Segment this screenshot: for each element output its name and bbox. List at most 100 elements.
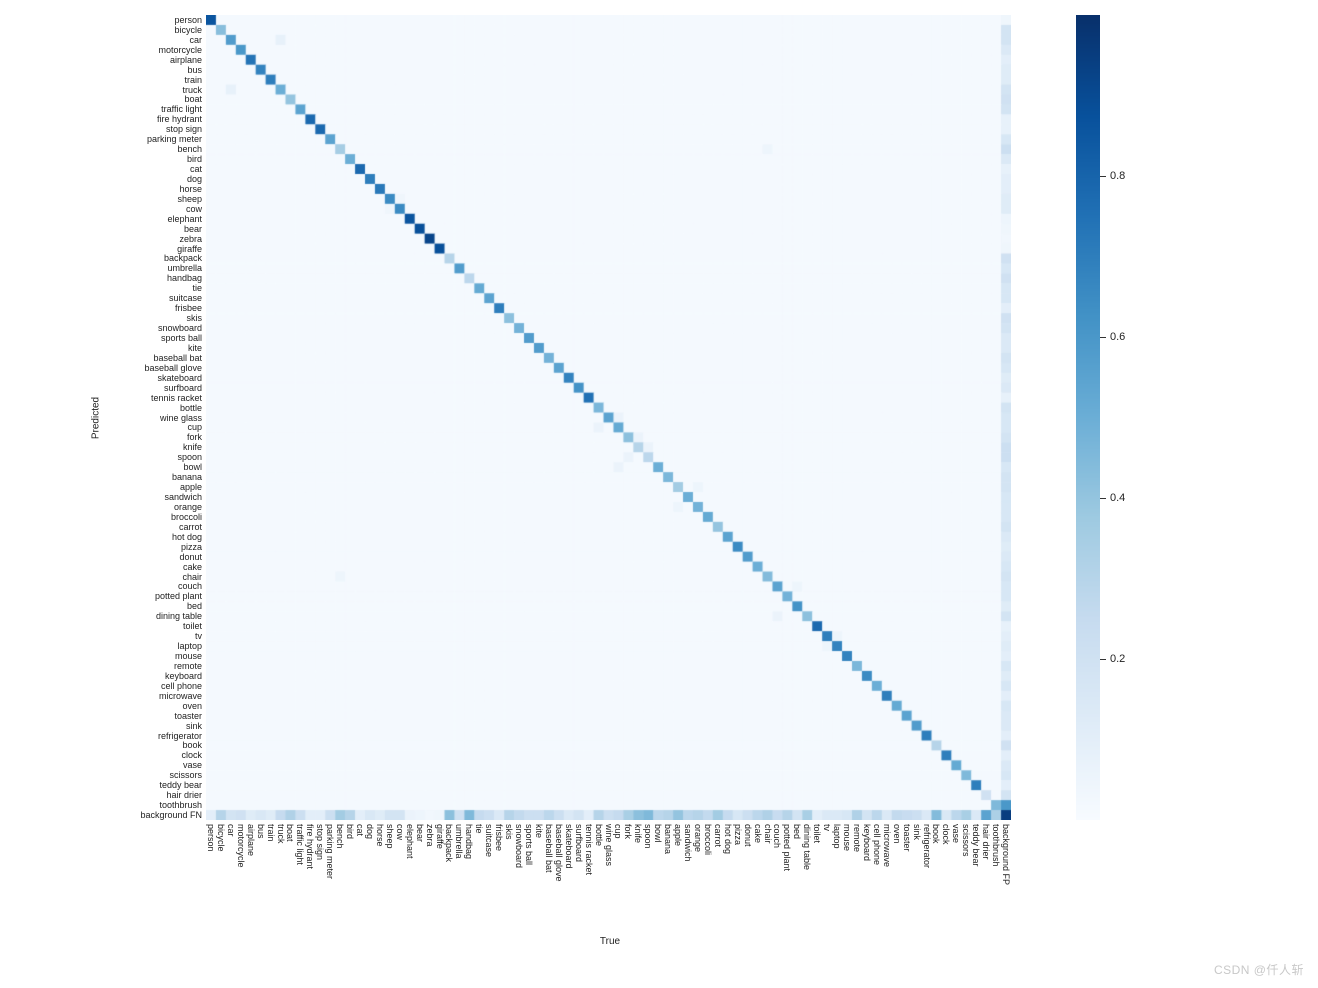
- x-tick-label: zebra: [425, 824, 435, 847]
- x-tick-label: toothbrush: [991, 824, 1001, 867]
- colorbar-tick: 0.4: [1100, 492, 1125, 504]
- x-tick-label: bench: [335, 824, 345, 849]
- y-tick-label: sheep: [177, 194, 202, 204]
- x-tick-label: broccoli: [703, 824, 713, 855]
- y-tick-label: car: [189, 35, 202, 45]
- x-tick-label: stop sign: [315, 824, 325, 860]
- y-tick-label: chair: [182, 572, 202, 582]
- x-tick-label: bus: [256, 824, 266, 839]
- x-tick-label: donut: [743, 824, 753, 847]
- x-tick-label: sports ball: [524, 824, 534, 865]
- colorbar: 0.20.40.60.8: [1076, 15, 1100, 820]
- x-tick-label: background FP: [1001, 824, 1011, 885]
- x-tick-label: cup: [613, 824, 623, 839]
- x-tick-label: fork: [623, 824, 633, 839]
- y-tick-label: boat: [184, 94, 202, 104]
- y-tick-label: donut: [179, 552, 202, 562]
- colorbar-gradient: [1076, 15, 1100, 820]
- y-tick-label: bear: [184, 224, 202, 234]
- x-tick-label: cat: [355, 824, 365, 836]
- y-tick-label: airplane: [170, 55, 202, 65]
- x-tick-label: hair drier: [981, 824, 991, 860]
- x-tick-label: suitcase: [484, 824, 494, 857]
- y-tick-label: bottle: [180, 403, 202, 413]
- y-tick-label: bird: [187, 154, 202, 164]
- y-tick-label: remote: [174, 661, 202, 671]
- x-tick-label: toilet: [812, 824, 822, 843]
- y-tick-label: truck: [182, 85, 202, 95]
- y-tick-label: person: [174, 15, 202, 25]
- x-tick-label: horse: [375, 824, 385, 847]
- x-tick-label: scissors: [961, 824, 971, 857]
- y-tick-label: pizza: [181, 542, 202, 552]
- x-tick-label: wine glass: [604, 824, 614, 866]
- y-tick-label: motorcycle: [158, 45, 202, 55]
- colorbar-tick: 0.6: [1100, 331, 1125, 343]
- x-tick-label: oven: [892, 824, 902, 844]
- y-tick-label: horse: [179, 184, 202, 194]
- x-tick-label: umbrella: [454, 824, 464, 859]
- x-tick-label: tv: [822, 824, 832, 831]
- y-tick-label: giraffe: [177, 244, 202, 254]
- x-tick-label: elephant: [405, 824, 415, 859]
- x-tick-label: hot dog: [723, 824, 733, 854]
- y-tick-label: frisbee: [175, 303, 202, 313]
- x-tick-label: bicycle: [216, 824, 226, 852]
- x-tick-label: banana: [663, 824, 673, 854]
- y-tick-label: baseball glove: [144, 363, 202, 373]
- x-tick-label: skateboard: [564, 824, 574, 869]
- x-tick-label: apple: [673, 824, 683, 846]
- y-tick-label: tie: [192, 283, 202, 293]
- y-tick-label: bowl: [183, 462, 202, 472]
- x-tick-label: tie: [474, 824, 484, 834]
- y-tick-label: dining table: [156, 611, 202, 621]
- x-tick-label: mouse: [842, 824, 852, 851]
- y-tick-label: snowboard: [158, 323, 202, 333]
- y-tick-label: broccoli: [171, 512, 202, 522]
- y-tick-label: handbag: [167, 273, 202, 283]
- x-tick-label: microwave: [882, 824, 892, 867]
- y-tick-label: train: [184, 75, 202, 85]
- x-tick-label: handbag: [464, 824, 474, 859]
- y-tick-label: tv: [195, 631, 202, 641]
- x-tick-label: bottle: [594, 824, 604, 846]
- y-tick-label: hot dog: [172, 532, 202, 542]
- x-tick-label: backpack: [444, 824, 454, 862]
- y-tick-label: parking meter: [147, 134, 202, 144]
- y-tick-label: potted plant: [155, 591, 202, 601]
- y-tick-label: kite: [188, 343, 202, 353]
- x-tick-label: sink: [912, 824, 922, 840]
- x-tick-label: knife: [633, 824, 643, 843]
- y-tick-label: skateboard: [157, 373, 202, 383]
- x-tick-label: spoon: [643, 824, 653, 849]
- y-tick-label: tennis racket: [151, 393, 202, 403]
- y-tick-label: apple: [180, 482, 202, 492]
- x-tick-label: skis: [504, 824, 514, 840]
- x-tick-label: cow: [395, 824, 405, 840]
- x-tick-label: orange: [693, 824, 703, 852]
- y-tick-label: bicycle: [174, 25, 202, 35]
- y-tick-label: cake: [183, 562, 202, 572]
- y-tick-label: teddy bear: [159, 780, 202, 790]
- y-tick-label: sports ball: [161, 333, 202, 343]
- y-tick-label: toilet: [183, 621, 202, 631]
- y-tick-label: couch: [178, 581, 202, 591]
- x-tick-label: surfboard: [574, 824, 584, 862]
- y-tick-label: sink: [186, 721, 202, 731]
- y-tick-label: scissors: [169, 770, 202, 780]
- x-tick-label: baseball glove: [554, 824, 564, 882]
- y-tick-label: microwave: [159, 691, 202, 701]
- x-tick-label: fire hydrant: [305, 824, 315, 869]
- y-tick-label: cow: [186, 204, 202, 214]
- heatmap-canvas: [206, 15, 1011, 820]
- y-tick-label: mouse: [175, 651, 202, 661]
- y-tick-label: cup: [187, 422, 202, 432]
- y-tick-label: elephant: [167, 214, 202, 224]
- x-tick-label: train: [266, 824, 276, 842]
- x-tick-label: bowl: [653, 824, 663, 843]
- x-tick-label: carrot: [713, 824, 723, 847]
- y-tick-label: cat: [190, 164, 202, 174]
- x-tick-label: clock: [941, 824, 951, 845]
- x-tick-label: bed: [792, 824, 802, 839]
- y-tick-label: backpack: [164, 253, 202, 263]
